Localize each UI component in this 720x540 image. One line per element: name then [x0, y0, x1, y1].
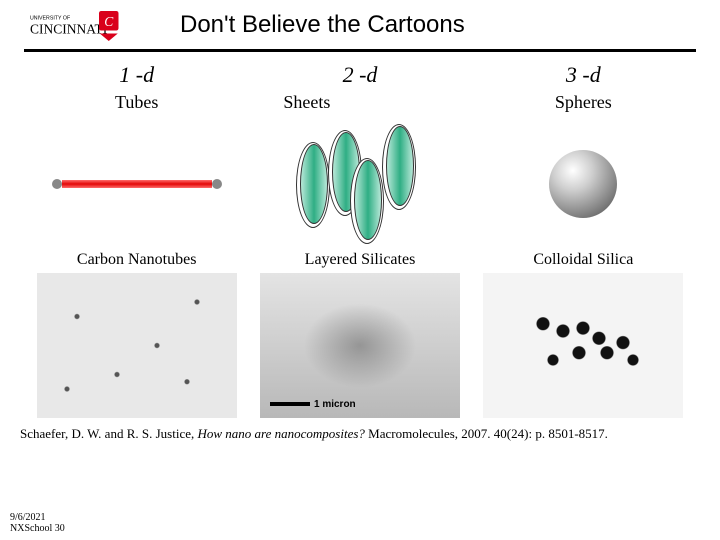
svg-text:UNIVERSITY OF: UNIVERSITY OF: [30, 15, 70, 21]
footer-date: 9/6/2021: [10, 512, 65, 523]
university-logo: UNIVERSITY OF CINCINNATI C: [30, 8, 120, 43]
slide-footer: 9/6/2021 NXSchool 30: [10, 512, 65, 534]
scalebar: 1 micron: [270, 399, 356, 410]
shape-label-sheets: Sheets: [253, 92, 466, 113]
micrograph-silica: [483, 273, 683, 418]
citation-rest: Macromolecules, 2007. 40(24): p. 8501-85…: [365, 426, 608, 441]
material-label-silica: Colloidal Silica: [477, 251, 690, 269]
slide-header: UNIVERSITY OF CINCINNATI C Don't Believe…: [0, 0, 720, 47]
material-label-cnt: Carbon Nanotubes: [30, 251, 243, 269]
dim-label-2d: 2 -d: [253, 62, 466, 88]
cartoon-sphere: [477, 119, 690, 249]
scalebar-label: 1 micron: [314, 399, 356, 410]
citation: Schaefer, D. W. and R. S. Justice, How n…: [0, 418, 720, 442]
content-grid: 1 -d 2 -d 3 -d Tubes Sheets Spheres Carb…: [0, 52, 720, 418]
footer-tag: NXSchool 30: [10, 523, 65, 534]
slide-title: Don't Believe the Cartoons: [180, 11, 465, 39]
material-label-silicates: Layered Silicates: [253, 251, 466, 269]
cartoon-sheets: [253, 119, 466, 249]
svg-text:C: C: [104, 14, 114, 29]
shape-label-tubes: Tubes: [30, 92, 243, 113]
shape-label-spheres: Spheres: [477, 92, 690, 113]
micrograph-silicates: 1 micron: [260, 273, 460, 418]
dim-label-1d: 1 -d: [30, 62, 243, 88]
svg-text:CINCINNATI: CINCINNATI: [30, 22, 108, 37]
citation-authors: Schaefer, D. W. and R. S. Justice,: [20, 426, 197, 441]
citation-title: How nano are nanocomposites?: [197, 426, 364, 441]
cartoon-tube: [30, 119, 243, 249]
micrograph-cnt: [37, 273, 237, 418]
dim-label-3d: 3 -d: [477, 62, 690, 88]
